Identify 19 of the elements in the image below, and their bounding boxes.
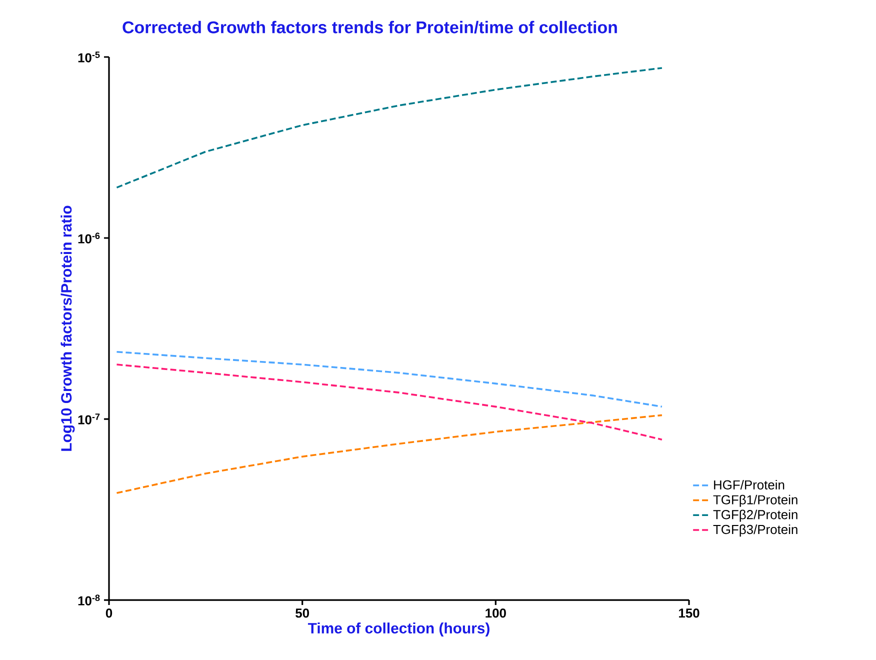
line-series bbox=[116, 414, 663, 494]
y-tick-label: 10$^{-8}$ bbox=[78, 594, 100, 606]
legend-label: TGFβ1/Protein bbox=[713, 494, 798, 507]
x-tick-label: 0 bbox=[106, 608, 112, 618]
legend-label: HGF/Protein bbox=[714, 480, 784, 490]
line-series bbox=[116, 364, 663, 440]
x-tick-label: 100 bbox=[486, 608, 506, 618]
legend-label: TGFβ3/Protein bbox=[713, 524, 798, 537]
y-tick-label: 10$^{-6}$ bbox=[78, 232, 100, 244]
y-tick-label: 10$^{-7}$ bbox=[78, 414, 100, 424]
y-axis-title: Log10 Growth factors/Protein ratio bbox=[60, 206, 75, 451]
x-tick-label: 50 bbox=[296, 608, 310, 618]
x-axis-title: Time of collection (hours) bbox=[308, 622, 490, 636]
y-tick-label: 10$^{-5}$ bbox=[78, 52, 100, 62]
legend-label: TGFβ2/Protein bbox=[713, 510, 798, 522]
x-tick-label: 150 bbox=[679, 608, 700, 618]
line-series bbox=[116, 350, 663, 408]
line-series bbox=[116, 67, 663, 188]
chart-title: Corrected Growth factors trends for Protein/time of collection bbox=[122, 20, 617, 34]
